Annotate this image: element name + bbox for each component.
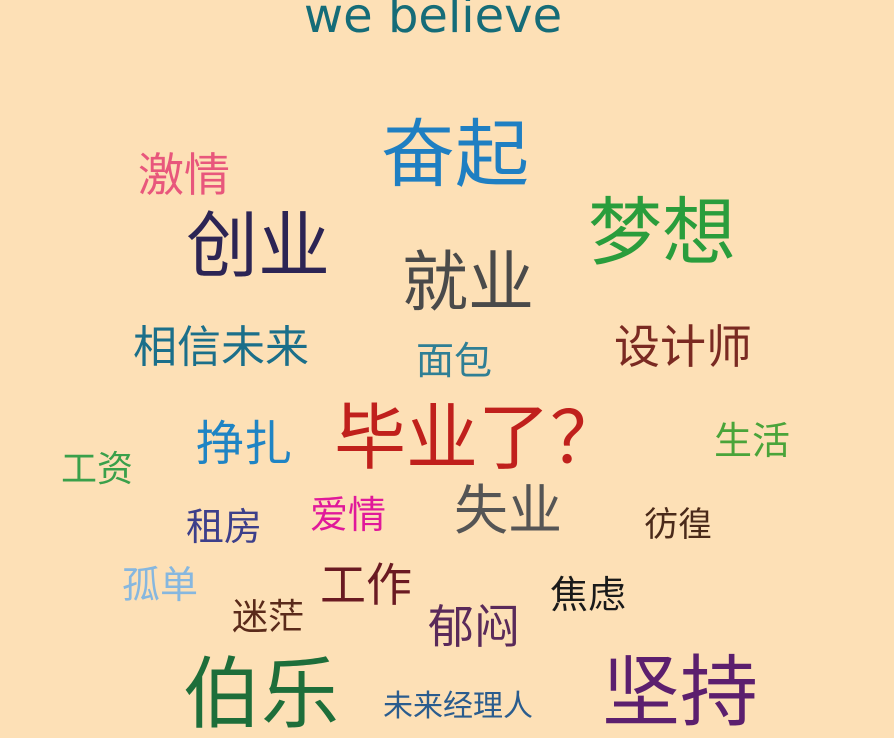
word-gongzuo: 工作 (320, 558, 412, 612)
word-aiqing: 爱情 (310, 493, 387, 537)
word-zufang: 租房 (186, 505, 263, 549)
word-shenghuo: 生活 (714, 419, 791, 463)
word-mimang: 迷茫 (232, 597, 305, 638)
word-mianbao: 面包 (416, 339, 493, 383)
word-yumen: 郁闷 (428, 600, 520, 654)
word-gudan: 孤单 (122, 563, 199, 607)
word-panghuang: 彷徨 (644, 505, 712, 545)
word-bole: 伯乐 (183, 650, 340, 738)
word-mengxiang: 梦想 (588, 190, 736, 276)
word-jiuye: 就业 (402, 244, 534, 321)
word-jiaolv: 焦虑 (550, 573, 627, 617)
word-xiangxin-weilai: 相信未来 (133, 322, 309, 373)
word-biye: 毕业了？ (334, 396, 623, 480)
word-chuangye: 创业 (186, 204, 331, 288)
word-zhengzha: 挣扎 (196, 416, 293, 472)
word-jiqing: 激情 (138, 148, 230, 202)
word-weilai-jingliren: 未来经理人 (383, 689, 533, 724)
title-heading: we believe (303, 0, 563, 44)
word-shiye: 失业 (454, 479, 562, 542)
word-gongzi: 工资 (61, 449, 134, 490)
word-jianchi: 坚持 (602, 648, 759, 738)
word-fenqi: 奋起 (381, 112, 529, 198)
word-shejishi: 设计师 (614, 320, 752, 374)
